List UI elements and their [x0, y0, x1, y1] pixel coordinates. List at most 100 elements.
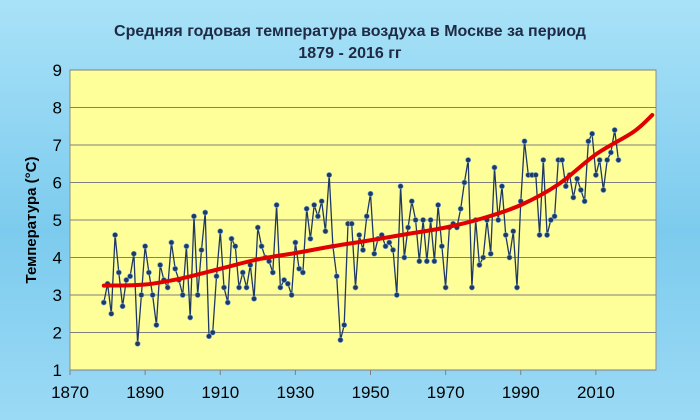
data-point — [423, 258, 430, 265]
data-point — [461, 179, 468, 186]
data-point — [303, 205, 310, 212]
data-point — [239, 269, 246, 276]
data-point — [153, 322, 160, 328]
trend-line — [101, 113, 655, 288]
data-point — [510, 228, 517, 235]
data-point — [224, 299, 231, 306]
y-tick-label: 6 — [53, 174, 62, 193]
data-point — [333, 273, 340, 280]
data-point — [341, 322, 348, 328]
data-point — [356, 232, 363, 238]
data-point — [307, 235, 314, 242]
data-point — [611, 127, 618, 133]
data-point — [164, 284, 171, 291]
data-point — [149, 292, 156, 298]
data-point — [322, 228, 329, 235]
data-point — [206, 333, 212, 340]
data-point — [100, 299, 107, 306]
x-tick-label: 1890 — [126, 383, 164, 402]
y-tick-label: 1 — [53, 361, 62, 380]
data-point — [442, 284, 449, 291]
data-point — [544, 232, 550, 238]
data-point — [236, 284, 242, 291]
data-point — [232, 243, 239, 250]
y-tick-label: 2 — [53, 324, 62, 343]
data-point — [191, 213, 197, 220]
data-point — [401, 254, 408, 261]
y-tick-label: 8 — [53, 99, 62, 118]
data-point — [360, 247, 366, 253]
data-point — [157, 262, 164, 268]
y-axis-label: Температура (°С) — [23, 157, 40, 284]
data-point — [408, 198, 415, 205]
data-point — [574, 175, 581, 182]
data-point — [547, 217, 554, 223]
data-point — [382, 243, 389, 250]
x-tick-labels: 1870 1890 1910 1930 1950 1970 1990 2010 — [51, 383, 615, 402]
data-point — [363, 213, 370, 220]
data-point — [352, 284, 359, 291]
data-point — [585, 138, 592, 145]
data-point — [367, 190, 374, 197]
x-tick-label: 1870 — [51, 383, 89, 402]
data-point — [431, 258, 438, 265]
data-point — [168, 239, 175, 246]
data-point — [480, 254, 487, 261]
data-point — [604, 157, 611, 163]
data-point — [435, 202, 442, 208]
data-point — [217, 228, 224, 235]
y-tick-labels: 1 2 3 4 5 6 7 8 9 — [53, 61, 62, 380]
data-point — [296, 265, 303, 272]
data-point — [615, 157, 622, 163]
data-point — [532, 172, 539, 178]
data-point — [495, 217, 502, 223]
data-point — [476, 262, 483, 268]
data-point — [142, 243, 149, 250]
data-point — [438, 243, 445, 250]
data-point — [499, 183, 505, 190]
data-point — [288, 292, 295, 298]
data-point — [299, 269, 306, 276]
data-point — [457, 205, 464, 212]
data-point — [134, 340, 141, 347]
data-point — [108, 310, 115, 317]
data-point — [570, 194, 577, 201]
data-point — [581, 198, 588, 205]
data-point — [540, 157, 547, 163]
data-point — [138, 292, 145, 298]
data-point — [127, 273, 134, 280]
data-point — [469, 284, 475, 291]
data-point — [172, 265, 179, 272]
chart-title-line1: Средняя годовая температура воздуха в Мо… — [114, 23, 586, 40]
data-point — [258, 243, 265, 250]
data-point — [202, 209, 209, 216]
data-point — [221, 284, 227, 291]
data-point — [521, 138, 528, 145]
data-point — [487, 250, 494, 257]
data-point — [311, 202, 318, 208]
data-point — [405, 224, 411, 231]
data-point — [251, 295, 257, 302]
y-tick-label: 7 — [53, 136, 62, 155]
data-point — [318, 198, 325, 205]
data-point — [115, 269, 122, 276]
data-point — [213, 273, 220, 280]
data-point — [562, 183, 569, 190]
data-point — [228, 235, 235, 242]
data-point — [326, 172, 333, 178]
data-point — [254, 224, 261, 231]
data-point — [292, 239, 299, 246]
data-point — [536, 232, 543, 238]
data-point — [577, 187, 584, 193]
data-point — [281, 277, 288, 283]
series-line-group — [100, 127, 622, 347]
data-point — [514, 284, 520, 291]
data-point — [123, 277, 130, 283]
data-point — [119, 303, 126, 310]
data-point — [465, 157, 472, 163]
data-point — [187, 314, 194, 321]
data-point — [179, 292, 186, 298]
data-point — [592, 172, 599, 178]
data-point — [273, 202, 280, 208]
